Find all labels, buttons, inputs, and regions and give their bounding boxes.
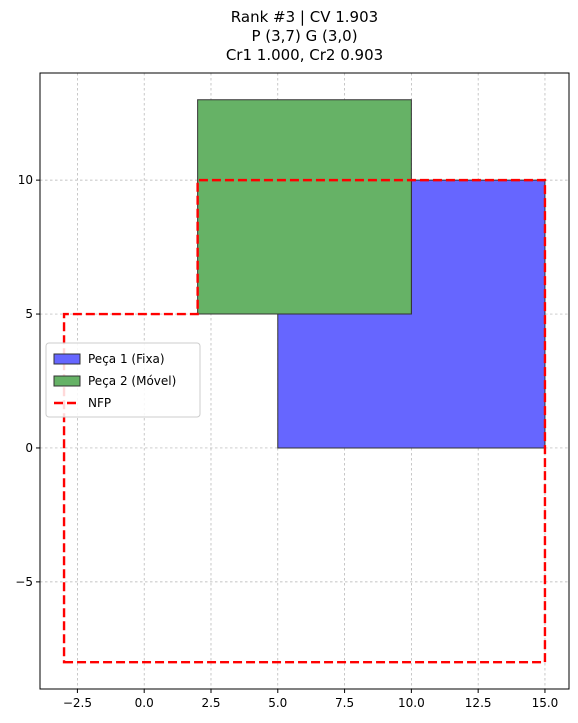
x-tick-label: −2.5 [63,696,92,710]
axis-ticks: −2.5 0.0 2.5 5.0 7.5 10.0 12.5 15.0 −5 0 5 10 [15,173,558,710]
x-tick-label: 5.0 [268,696,287,710]
legend-label-1: Peça 1 (Fixa) [88,352,165,366]
series-3-outline [62,178,547,664]
legend-label-3: NFP [88,396,111,410]
y-tick-label: −5 [15,575,33,589]
y-tick-label: 10 [18,173,33,187]
x-tick-label: 7.5 [335,696,354,710]
chart-title-line-1: Rank #3 | CV 1.903 [231,8,378,26]
x-tick-label: 0.0 [135,696,154,710]
plot-series [62,99,547,664]
x-tick-label: 12.5 [465,696,492,710]
legend-handle-2 [53,375,81,387]
y-tick-label: 5 [25,307,33,321]
axes-frame [39,72,570,690]
y-tick-label: 0 [25,441,33,455]
legend-label-2: Peça 2 (Móvel) [88,374,176,388]
legend: Peça 1 (Fixa) Peça 2 (Móvel) NFP [45,342,201,418]
x-tick-label: 10.0 [398,696,425,710]
chart-title-line-3: Cr1 1.000, Cr2 0.903 [226,46,383,64]
chart-title-line-2: P (3,7) G (3,0) [251,27,357,45]
x-tick-label: 15.0 [532,696,559,710]
legend-box [45,342,201,418]
x-tick-label: 2.5 [201,696,220,710]
series-2-polygon [197,99,412,315]
legend-handle-1 [53,353,81,365]
